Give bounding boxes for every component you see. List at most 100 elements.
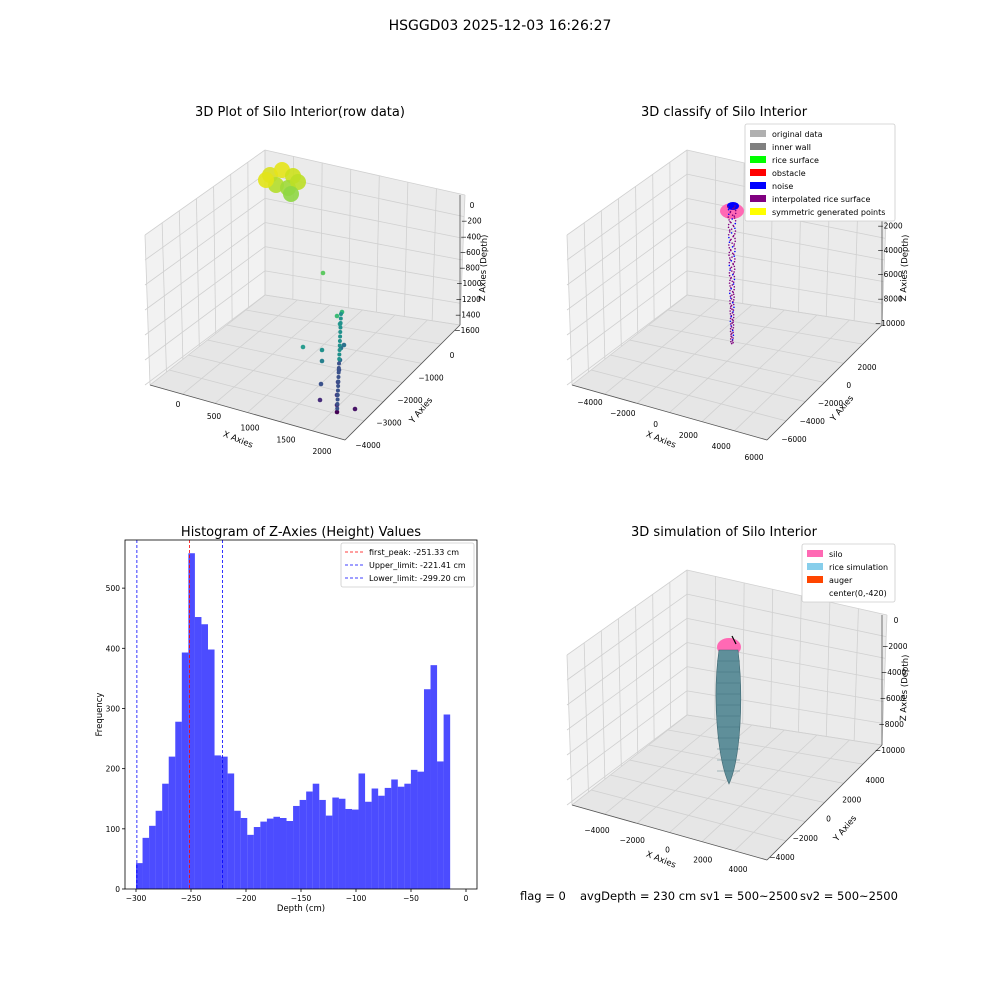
data-point [734, 227, 736, 230]
grid-line [566, 234, 573, 386]
data-point [730, 228, 733, 230]
legend-swatch [750, 208, 766, 215]
x-tick-label: −2000 [610, 409, 636, 418]
grid-line [566, 593, 688, 681]
histogram-bar [437, 761, 444, 889]
histogram-bar [332, 797, 339, 889]
y-tick-label: 2000 [857, 363, 876, 372]
data-point [730, 298, 733, 300]
data-point [732, 263, 735, 266]
data-point [732, 283, 735, 285]
axis-edge [344, 324, 461, 441]
data-point [727, 208, 730, 211]
histogram-bar [319, 799, 326, 889]
legend-label: original data [772, 130, 823, 139]
data-point [729, 302, 731, 305]
plot-3d-simulation: 3D simulation of Silo Interior −4000 −2000… [566, 525, 911, 874]
pane-floor [572, 295, 882, 440]
z-tick-label: −200 [461, 217, 482, 226]
legend-label: rice simulation [829, 563, 888, 572]
data-point [729, 285, 731, 287]
data-point [731, 308, 733, 310]
data-point [730, 249, 732, 252]
y-tick-label: −1000 [418, 374, 444, 383]
z-tick-label: −600 [460, 248, 481, 257]
footer-sv1: sv1 = 500~2500 [700, 889, 798, 903]
x-tick-label: −4000 [584, 826, 610, 835]
axis-edge [571, 804, 768, 861]
x-tick-label: −250 [181, 894, 202, 903]
x-tick-label: −2000 [620, 836, 646, 845]
data-point [335, 388, 340, 393]
data-point [730, 266, 733, 269]
histogram-bar [312, 783, 320, 889]
grid-line [686, 222, 885, 261]
histogram-bar [142, 837, 150, 889]
y-tick-label: −4000 [800, 417, 826, 426]
grid-line [583, 222, 589, 373]
z-tick-label: −800 [459, 264, 480, 273]
grid-line [264, 270, 461, 304]
data-point [728, 231, 731, 233]
x-tick-label: 2000 [312, 447, 331, 456]
data-point [731, 336, 733, 338]
y-tick-label: −3000 [376, 419, 402, 428]
y-axis-label: Y Axies [831, 813, 859, 844]
data-point [729, 299, 731, 302]
z-tick-label: −400 [460, 232, 481, 241]
data-point [335, 402, 340, 406]
plot-title: 3D simulation of Silo Interior [631, 525, 818, 540]
x-tick-label: −100 [346, 894, 367, 903]
data-point [732, 301, 734, 304]
histogram-bar [404, 783, 411, 889]
histogram-bar [391, 779, 398, 889]
histogram-bar [194, 617, 202, 889]
grid-line [264, 197, 464, 239]
data-point [733, 306, 735, 309]
data-point [730, 232, 733, 234]
data-point [338, 330, 343, 334]
grid-line [144, 222, 266, 311]
z-tick-label: −1000 [456, 279, 482, 288]
data-point [729, 338, 732, 340]
histogram-bar [240, 817, 248, 889]
histogram-bar [417, 771, 424, 889]
x-tick-label: 0 [653, 420, 658, 429]
y-tick-label: −2000 [397, 396, 423, 405]
data-point [341, 342, 347, 348]
data-point [258, 172, 274, 188]
data-point [731, 214, 734, 217]
grid-line [566, 222, 688, 311]
data-point [730, 315, 733, 318]
data-point [729, 279, 731, 282]
x-tick-label: −200 [236, 894, 257, 903]
y-tick-label: 0 [846, 381, 851, 390]
grid-line [144, 294, 266, 386]
grid-line [566, 149, 688, 236]
legend-frame [744, 123, 896, 222]
data-point [730, 333, 732, 336]
data-point [733, 278, 736, 281]
legend-swatch [750, 130, 766, 137]
data-point [731, 252, 734, 255]
z-tick-label: −4000 [877, 246, 903, 255]
data-point [733, 215, 736, 217]
data-point [728, 254, 730, 257]
noise-cluster [727, 202, 739, 210]
data-point [290, 174, 306, 190]
y-tick-label: 500 [106, 584, 121, 593]
data-point [337, 343, 342, 348]
data-point [734, 212, 737, 215]
data-point [727, 213, 730, 216]
histogram-bar [410, 769, 418, 889]
data-point [734, 258, 736, 260]
z-tick-label: −1400 [455, 310, 481, 319]
data-point [319, 358, 325, 364]
data-point [734, 250, 736, 253]
histogram-bar [175, 721, 182, 889]
plot-title: 3D classify of Silo Interior [641, 105, 808, 120]
histogram-bar [286, 821, 294, 889]
z-tick-label: −2000 [877, 221, 903, 230]
grid-line [686, 270, 883, 304]
data-point [336, 384, 341, 388]
